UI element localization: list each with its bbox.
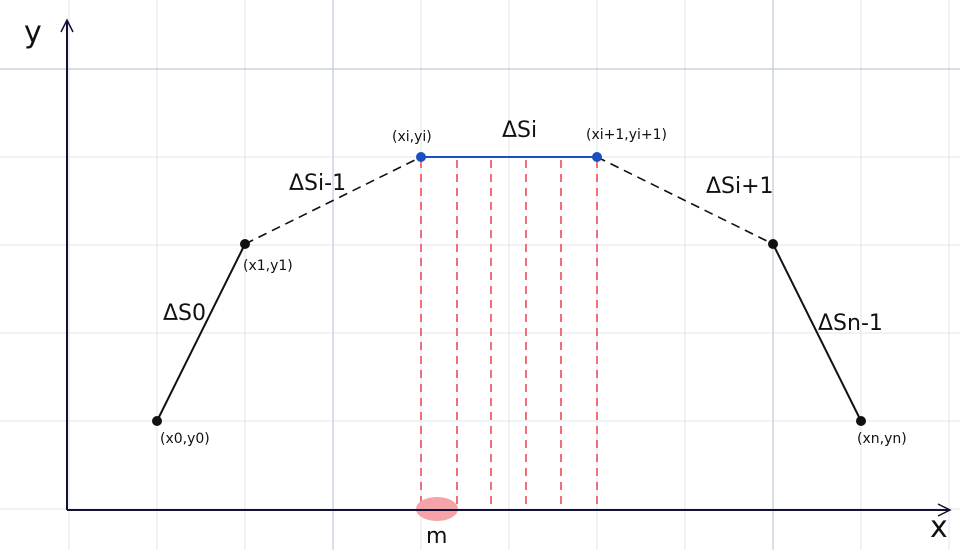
point-x1-y1	[240, 239, 250, 249]
x-axis-label: x	[930, 510, 948, 545]
point-xn-yn-label: (xn,yn)	[857, 431, 907, 447]
segment-sn-minus-1-label: ΔSn-1	[818, 311, 883, 336]
segment-s0	[156, 243, 246, 422]
segment-s0-label: ΔS0	[163, 301, 206, 326]
segment-si-plus-1-label: ΔSi+1	[706, 174, 774, 199]
point-xi1-yi1	[592, 152, 602, 162]
m-label: m	[426, 524, 447, 549]
y-axis-arrow-icon	[60, 18, 74, 33]
segment-si-minus-1	[244, 156, 422, 245]
point-x0-y0-label: (x0,y0)	[160, 431, 210, 447]
point-x1-y1-label: (x1,y1)	[243, 258, 293, 274]
point-xi-yi	[416, 152, 426, 162]
projection-lines	[420, 160, 598, 508]
point-xn-yn	[856, 416, 866, 426]
point-x0-y0	[152, 416, 162, 426]
y-axis-label: y	[24, 15, 42, 50]
segment-sn-minus-1	[772, 243, 862, 422]
point-xi1-yi1-label: (xi+1,yi+1)	[586, 127, 667, 143]
segment-si-label: ΔSi	[502, 118, 537, 143]
point-xn1-yn1	[768, 239, 778, 249]
point-xi-yi-label: (xi,yi)	[392, 129, 432, 145]
segment-si-plus-1	[596, 156, 774, 245]
x-axis-arrow-icon	[937, 503, 952, 517]
segment-si-minus-1-label: ΔSi-1	[289, 171, 346, 196]
